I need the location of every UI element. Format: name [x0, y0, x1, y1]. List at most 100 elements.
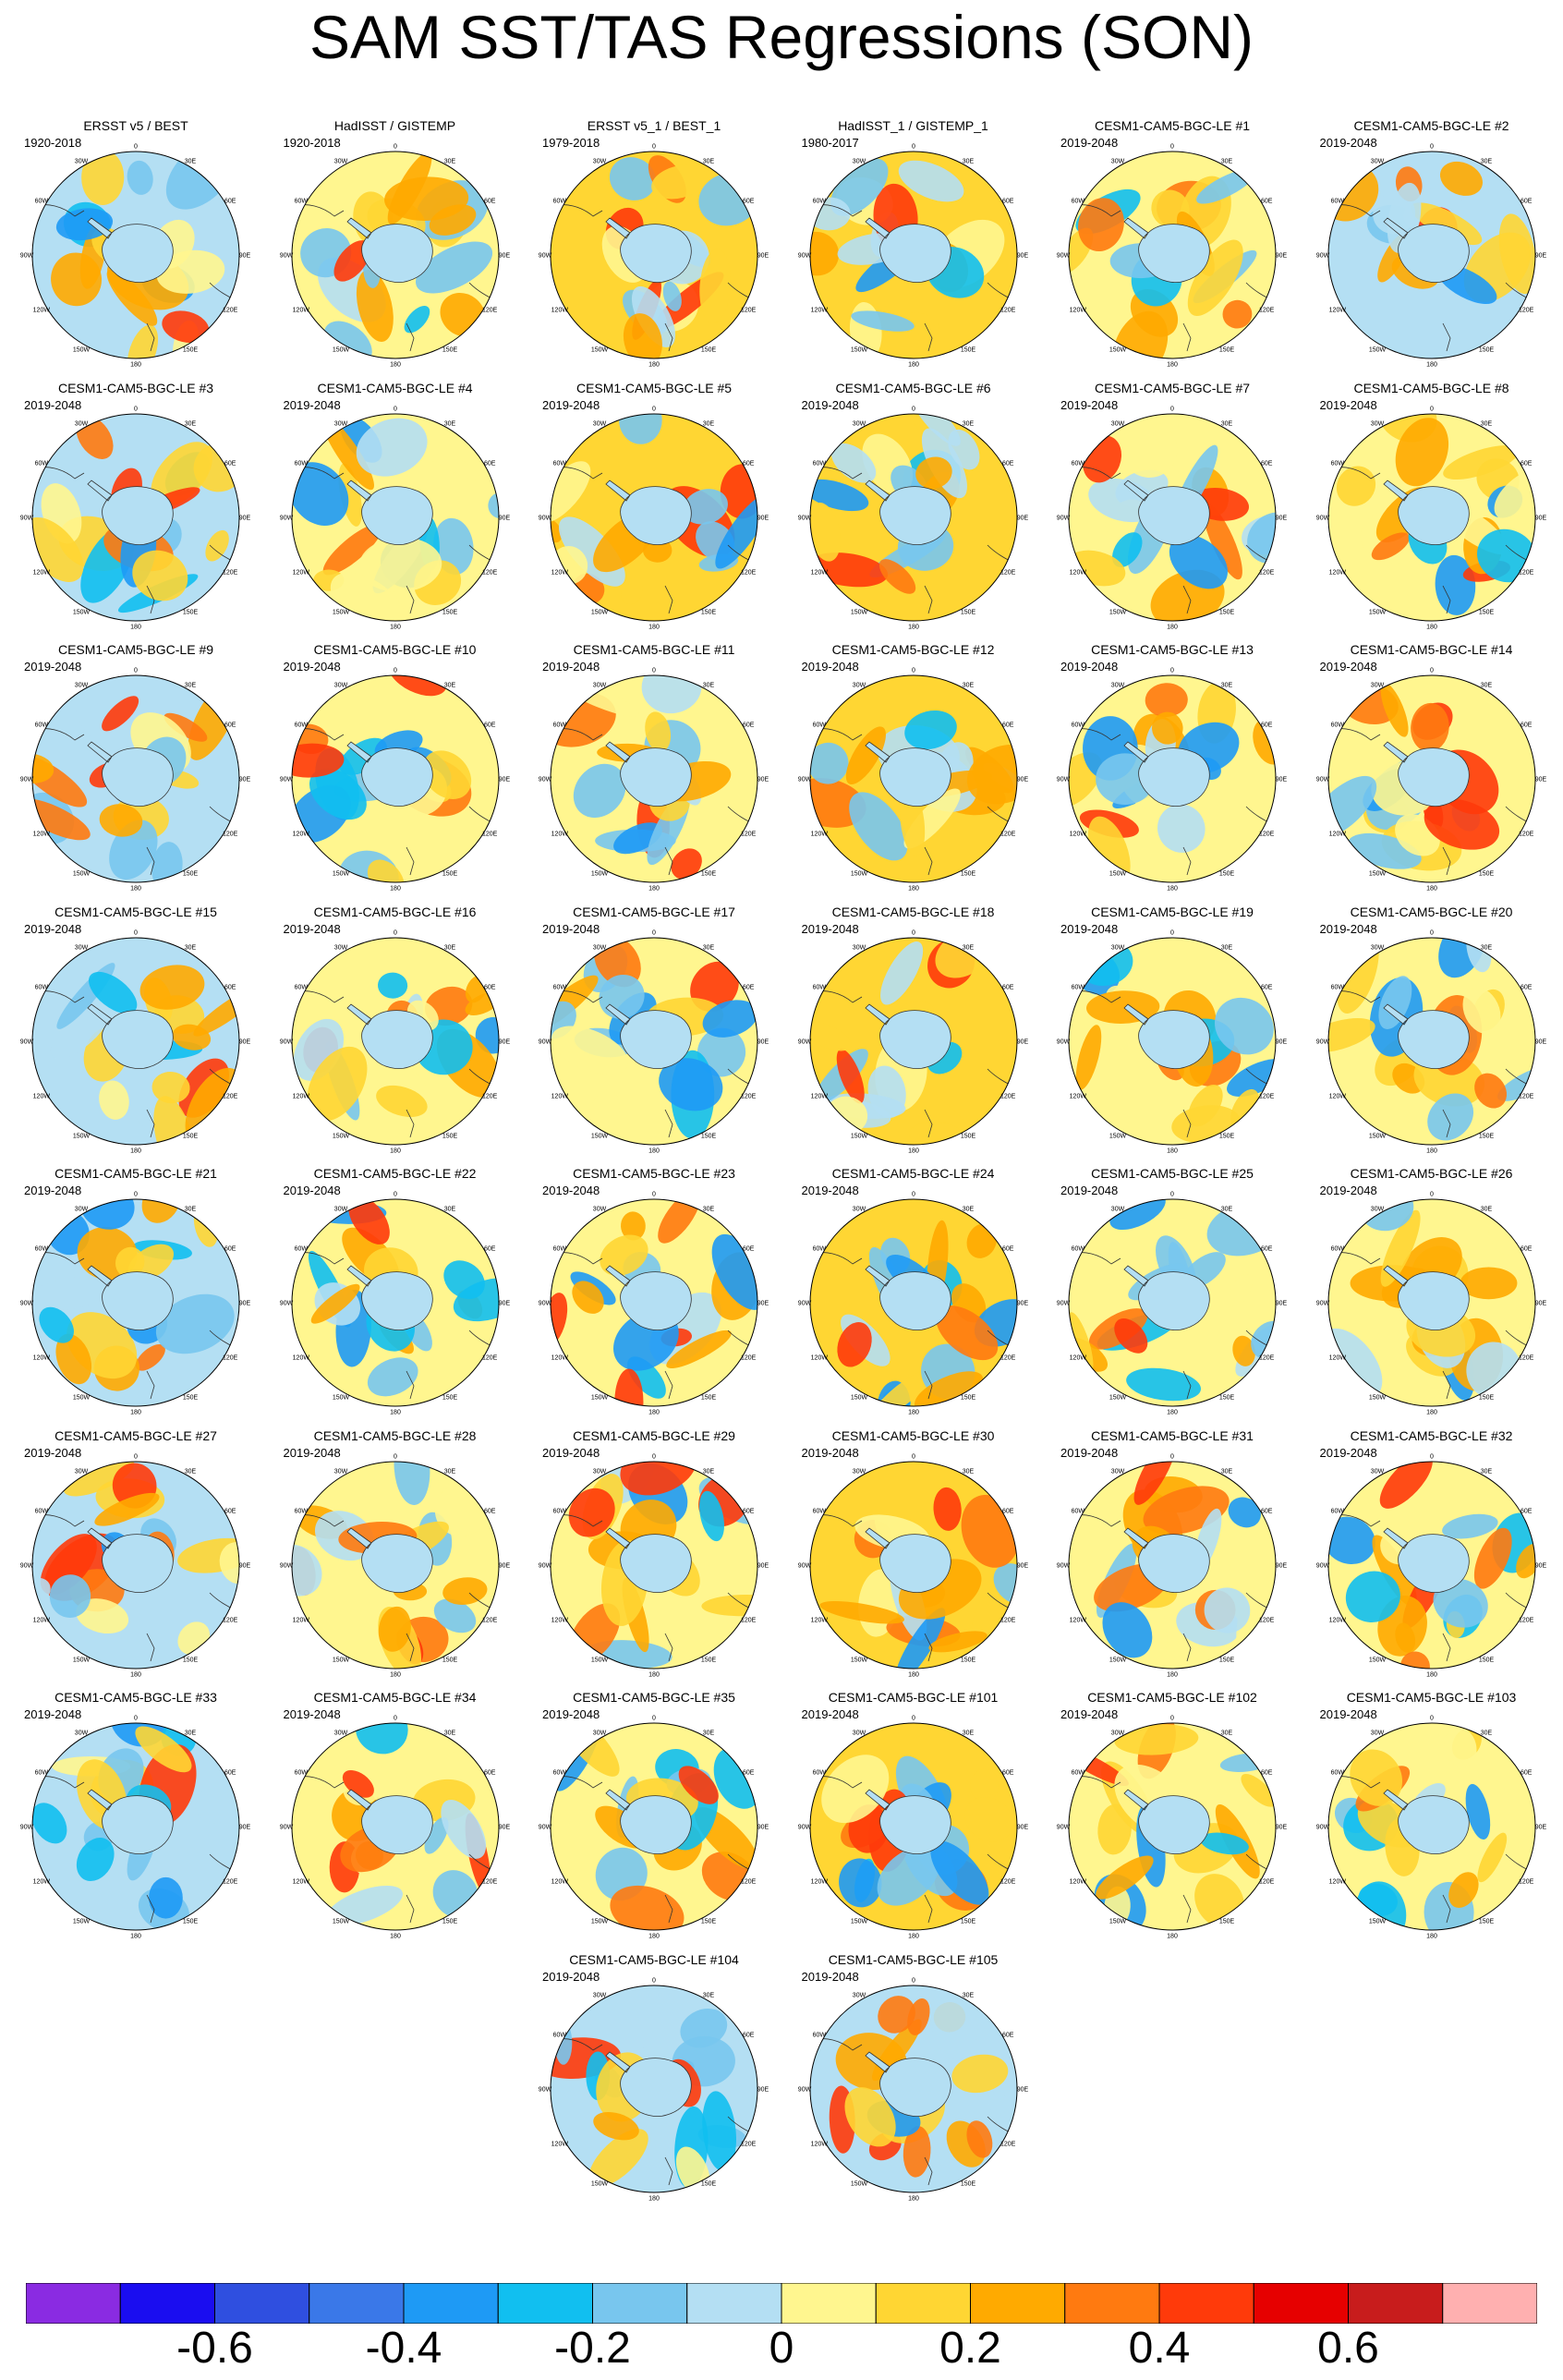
longitude-label: 90E	[1276, 253, 1288, 260]
longitude-label: 90E	[1276, 515, 1288, 521]
longitude-label: 60W	[553, 984, 567, 990]
longitude-label: 30E	[962, 1992, 974, 1998]
longitude-label: 0	[652, 406, 656, 412]
colorbar-box	[26, 2283, 121, 2324]
longitude-label: 30E	[185, 944, 197, 951]
longitude-label: 60W	[812, 199, 826, 205]
longitude-label: 180	[1167, 362, 1178, 369]
anomaly-region	[965, 2119, 992, 2158]
polar-map: 0 30E 60E 90E 120E 150E 180 150W 120W 90W 60W 30W	[539, 144, 769, 369]
anomaly-region	[551, 460, 591, 523]
anomaly-region	[475, 1016, 499, 1053]
colorbar-box	[970, 2283, 1066, 2324]
longitude-label: 60W	[812, 460, 826, 467]
longitude-label: 150W	[73, 1919, 91, 1925]
anomaly-region	[927, 1630, 987, 1652]
anomaly-region	[89, 971, 138, 1014]
map-panel: CESM1-CAM5-BGC-LE #31 2019-2048 0 30E 60E 90E…	[1048, 1428, 1297, 1679]
longitude-label: 90E	[1016, 2086, 1028, 2093]
longitude-label: 90W	[797, 2086, 811, 2093]
longitude-label: 120W	[551, 308, 569, 314]
anomaly-region	[1461, 986, 1500, 1034]
panel-years: 2019-2048	[542, 397, 600, 412]
polar-map: 0 30E 60E 90E 120E 150E 180 150W 120W 90W 60W 30W	[1057, 406, 1288, 630]
polar-map: 0 30E 60E 90E 120E 150E 180 150W 120W 90W 60W 30W	[20, 406, 251, 630]
map-border	[1068, 1198, 1277, 1407]
colorbar-label: -0.6	[176, 2324, 253, 2373]
longitude-label: 90W	[1315, 515, 1329, 521]
longitude-label: 90E	[239, 777, 251, 783]
antarctica-outline	[345, 217, 433, 283]
longitude-label: 90W	[279, 777, 293, 783]
longitude-label: 180	[648, 1934, 660, 1940]
longitude-label: 60W	[553, 2032, 567, 2038]
longitude-label: 60E	[483, 1246, 495, 1253]
longitude-label: 90E	[239, 1825, 251, 1831]
antarctica-outline	[87, 479, 174, 545]
panel-title: CESM1-CAM5-BGC-LE #30	[831, 1427, 995, 1443]
longitude-label: 0	[912, 1977, 915, 1984]
antarctica-outline	[605, 2050, 692, 2117]
longitude-label: 180	[1426, 1410, 1437, 1416]
longitude-label: 150W	[1368, 609, 1386, 615]
panel-years: 2019-2048	[1319, 1707, 1377, 1721]
anomaly-region	[1424, 798, 1499, 850]
antarctica-outline	[864, 479, 951, 545]
longitude-label: 120E	[482, 1617, 498, 1623]
antarctica-outline	[1123, 1526, 1210, 1593]
longitude-label: 120E	[741, 308, 757, 314]
longitude-label: 120W	[33, 1355, 51, 1362]
polar-map: 0 30E 60E 90E 120E 150E 180 150W 120W 90W 60W 30W	[1315, 668, 1546, 892]
polar-map: 0 30E 60E 90E 120E 150E 180 150W 120W 90W 60W 30W	[1315, 1453, 1546, 1678]
anomaly-region	[809, 502, 841, 562]
map-border	[291, 937, 499, 1145]
longitude-label: 150W	[73, 1133, 91, 1139]
longitude-label: 60E	[1261, 1770, 1273, 1777]
longitude-label: 120E	[1000, 1879, 1016, 1886]
longitude-label: 30W	[333, 1206, 347, 1212]
anomaly-region	[1465, 1783, 1490, 1840]
anomaly-region	[1371, 531, 1410, 560]
panel-years: 2019-2048	[542, 921, 600, 936]
anomaly-region	[1379, 1461, 1433, 1509]
longitude-label: 60E	[483, 1770, 495, 1777]
longitude-label: 60W	[553, 1508, 567, 1514]
longitude-label: 180	[1167, 1148, 1178, 1154]
map-panel: CESM1-CAM5-BGC-LE #103 2019-2048 0 30E 60E 90…	[1307, 1690, 1557, 1940]
longitude-label: 120W	[810, 569, 828, 576]
longitude-label: 150W	[73, 871, 91, 878]
longitude-label: 30E	[1480, 158, 1492, 164]
longitude-label: 30W	[75, 1730, 89, 1736]
longitude-label: 30E	[962, 1730, 974, 1736]
polar-map: 0 30E 60E 90E 120E 150E 180 150W 120W 90W 60W 30W	[279, 406, 510, 630]
polar-map: 0 30E 60E 90E 120E 150E 180 150W 120W 90W 60W 30W	[539, 668, 769, 892]
longitude-label: 90W	[279, 515, 293, 521]
longitude-label: 60W	[553, 722, 567, 729]
panel-years: 1979-2018	[542, 136, 600, 150]
map-panel: CESM1-CAM5-BGC-LE #11 2019-2048 0 30E 60E 90E…	[529, 642, 779, 892]
anomaly-region	[383, 176, 468, 221]
longitude-label: 180	[1167, 1671, 1178, 1678]
longitude-label: 90E	[757, 515, 769, 521]
longitude-label: 30W	[1370, 420, 1384, 427]
polar-map: 0 30E 60E 90E 120E 150E 180 150W 120W 90W 60W 30W	[797, 1192, 1028, 1416]
polar-map: 0 30E 60E 90E 120E 150E 180 150W 120W 90W 60W 30W	[279, 1453, 510, 1678]
anomaly-region	[358, 537, 442, 592]
longitude-label: 30E	[443, 682, 455, 688]
longitude-label: 90W	[20, 1038, 34, 1045]
longitude-label: 0	[134, 1453, 138, 1460]
longitude-label: 0	[652, 929, 656, 936]
anomaly-region	[76, 1838, 115, 1882]
longitude-label: 90E	[1016, 1825, 1028, 1831]
anomaly-region	[1214, 997, 1274, 1054]
panel-title: CESM1-CAM5-BGC-LE #34	[313, 1690, 477, 1705]
panel-years: 2019-2048	[1060, 1445, 1119, 1460]
map-border	[809, 1461, 1017, 1669]
longitude-label: 120E	[482, 1879, 498, 1886]
longitude-label: 150W	[1109, 1133, 1127, 1139]
longitude-label: 0	[394, 1453, 397, 1460]
anomaly-region	[715, 493, 757, 569]
polar-map: 0 30E 60E 90E 120E 150E 180 150W 120W 90W 60W 30W	[539, 1192, 769, 1416]
map-panel: HadISST_1 / GISTEMP_1 1980-2017 0 30E 60E 90E…	[789, 118, 1038, 369]
anomaly-region	[572, 1281, 604, 1314]
